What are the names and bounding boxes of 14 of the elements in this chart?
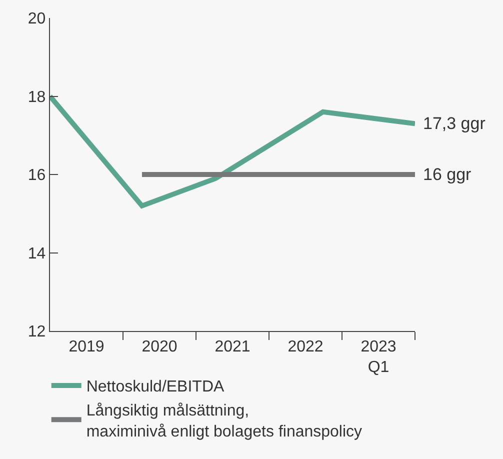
y-tick-label: 16	[28, 167, 46, 184]
y-tick-label: 14	[28, 245, 46, 262]
annotation: 16 ggr	[423, 165, 472, 184]
legend-label: Långsiktig målsättning, maximinivå enligt bolagets finanspolicy	[86, 402, 362, 440]
x-tick-label: 2019	[68, 338, 104, 356]
legend-label: Nettoskuld/EBITDA	[86, 378, 225, 396]
y-tick-label: 20	[28, 10, 46, 28]
y-tick-label: 12	[28, 324, 46, 341]
x-tick-label: 2023 Q1	[360, 338, 396, 376]
y-tick-label: 18	[28, 88, 46, 106]
annotation: 17,3 ggr	[423, 114, 486, 133]
x-tick-label: 2020	[142, 338, 178, 356]
x-tick-label: 2021	[214, 338, 250, 356]
x-tick-label: 2022	[288, 338, 324, 356]
